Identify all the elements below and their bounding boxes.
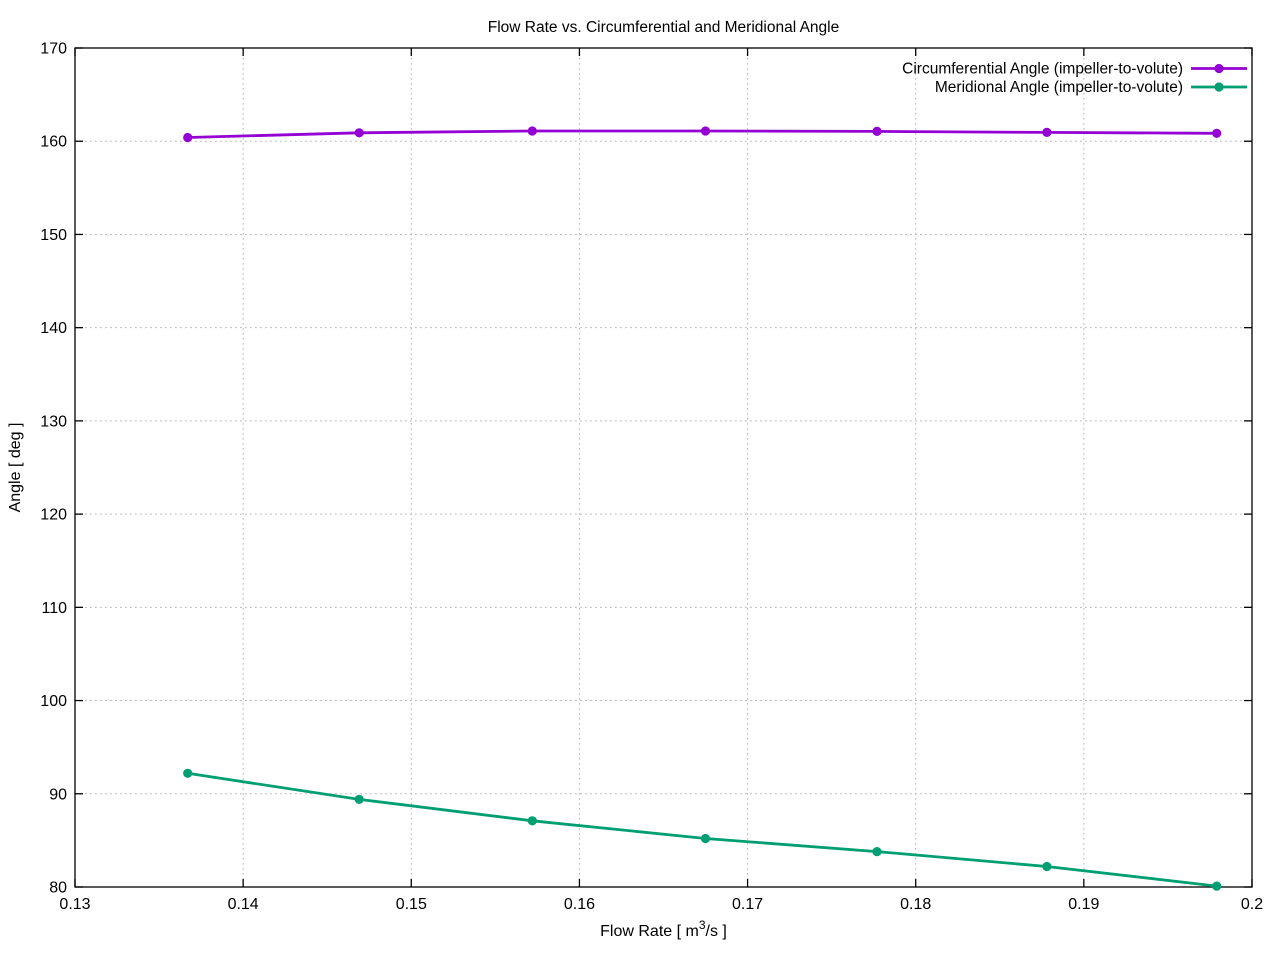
- x-tick-label: 0.16: [564, 896, 595, 913]
- data-point: [183, 768, 193, 778]
- x-axis-label: Flow Rate [ m3/s ]: [600, 918, 727, 940]
- y-tick-label: 160: [40, 134, 67, 151]
- data-point: [700, 833, 711, 844]
- chart-title: Flow Rate vs. Circumferential and Meridi…: [488, 19, 840, 36]
- data-point: [872, 847, 882, 857]
- legend-point-sample: [1214, 63, 1224, 74]
- y-tick-label: 130: [40, 413, 67, 430]
- y-tick-label: 140: [40, 320, 67, 337]
- data-point: [872, 126, 882, 136]
- y-tick-label: 120: [40, 507, 67, 524]
- series-group: [183, 126, 1222, 891]
- data-point: [1212, 128, 1222, 138]
- data-point: [1042, 861, 1052, 872]
- x-tick-label: 0.17: [732, 896, 763, 913]
- data-point: [700, 126, 711, 136]
- plot-border: [74, 47, 1253, 888]
- legend-label: Meridional Angle (impeller-to-volute): [935, 79, 1183, 96]
- y-tick-label: 110: [41, 600, 67, 617]
- x-tick-label: 0.18: [900, 896, 931, 913]
- series-line-1: [186, 771, 1219, 888]
- legend-label: Circumferential Angle (impeller-to-volut…: [902, 61, 1183, 78]
- x-tick-label: 0.19: [1068, 896, 1099, 913]
- y-tick-labels: 80 90 100 110 120 130 140 150 160 170: [40, 41, 67, 897]
- y-tick-label: 90: [49, 786, 67, 803]
- data-point: [527, 126, 537, 136]
- data-point: [1212, 881, 1222, 891]
- x-tick-labels: 0.13 0.14 0.15 0.16 0.17 0.18 0.19 0.2: [59, 896, 1263, 913]
- data-point: [354, 128, 364, 138]
- y-tick-label: 100: [40, 693, 67, 710]
- legend-item-circumferential-angle: Circumferential Angle (impeller-to-volut…: [902, 61, 1247, 78]
- y-tick-label: 80: [49, 880, 67, 897]
- x-tick-label: 0.2: [1241, 896, 1263, 913]
- data-point: [527, 816, 537, 826]
- y-tick-label: 170: [40, 41, 67, 58]
- x-tick-label: 0.13: [59, 896, 90, 913]
- legend: Circumferential Angle (impeller-to-volut…: [902, 61, 1247, 96]
- y-tick-label: 150: [40, 227, 67, 244]
- tick-marks: [74, 47, 1253, 888]
- x-tick-label: 0.14: [228, 896, 259, 913]
- y-axis-label: Angle [ deg ]: [7, 423, 24, 513]
- data-point: [183, 132, 193, 143]
- legend-item-meridional-angle: Meridional Angle (impeller-to-volute): [935, 79, 1247, 96]
- x-tick-label: 0.15: [396, 896, 427, 913]
- data-point: [1042, 127, 1052, 137]
- legend-point-sample: [1214, 82, 1224, 92]
- grid: [75, 48, 1252, 887]
- data-point: [354, 794, 364, 805]
